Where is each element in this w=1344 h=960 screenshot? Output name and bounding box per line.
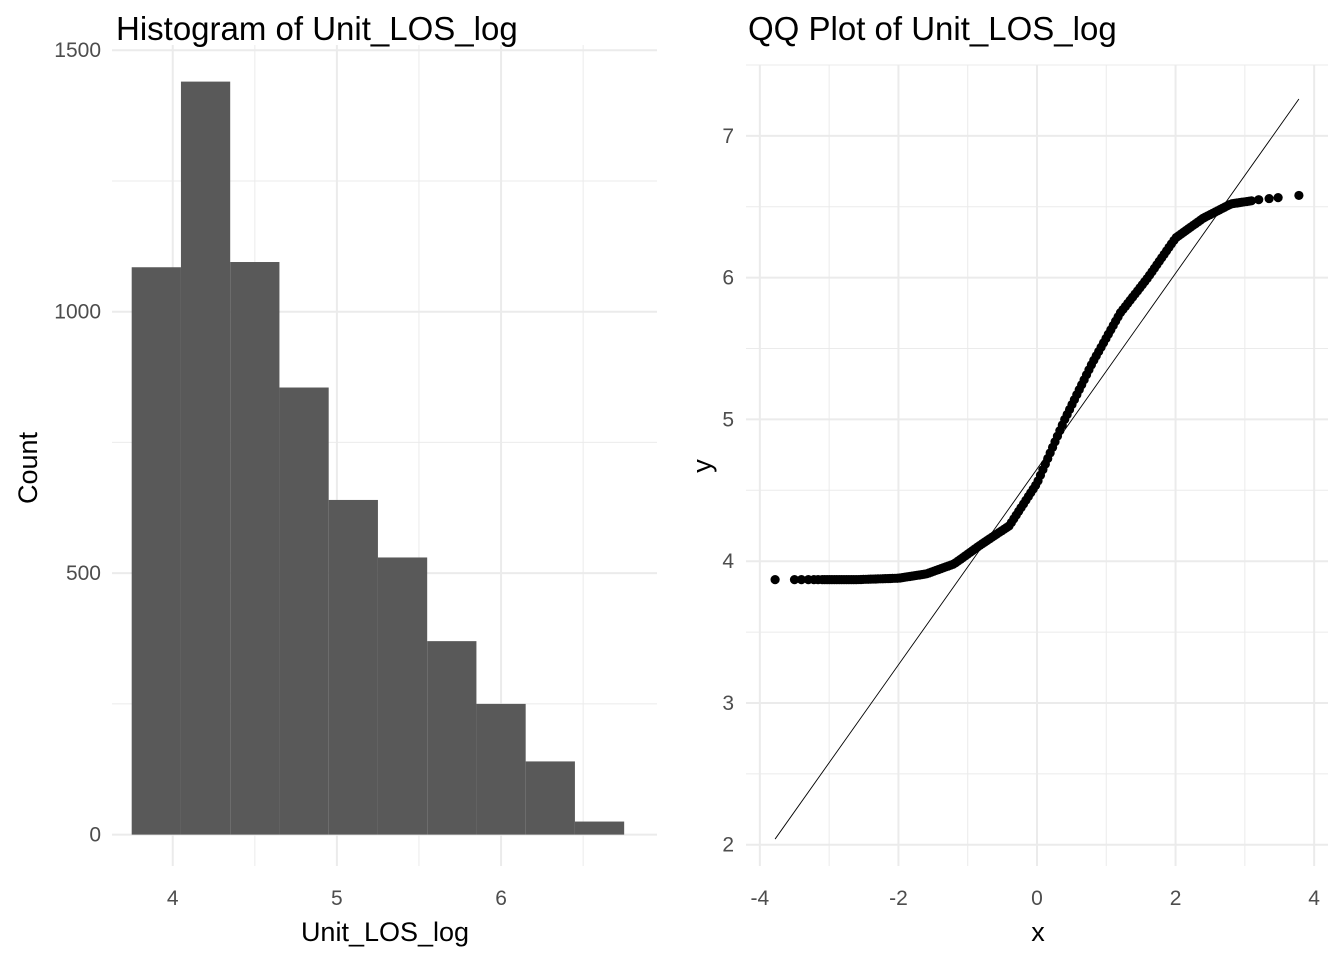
y-tick-label: 500 — [66, 562, 101, 585]
qq-point — [1254, 195, 1264, 205]
qq-point — [1294, 190, 1304, 201]
y-tick-label: 5 — [722, 408, 734, 431]
histogram-y-tick-labels: 0 500 1000 1500 — [54, 39, 101, 846]
qq-gridlines — [746, 64, 1328, 866]
x-tick-label: -2 — [889, 887, 908, 910]
histogram-panel: 0 500 1000 1500 4 5 6 Unit_LOS_log Count Hist… — [13, 10, 657, 947]
qq-point — [1273, 193, 1283, 203]
histogram-title: Histogram of Unit_LOS_log — [116, 10, 518, 47]
x-tick-label: 0 — [1031, 887, 1043, 910]
qq-point — [770, 575, 780, 585]
qq-point — [789, 575, 800, 585]
qq-x-tick-labels: -4 -2 0 2 4 — [751, 887, 1321, 910]
histogram-x-axis-title: Unit_LOS_log — [301, 917, 469, 947]
qq-x-axis-title: x — [1031, 917, 1045, 947]
x-tick-label: -4 — [751, 887, 770, 910]
histogram-bar — [180, 81, 231, 835]
y-tick-label: 1000 — [54, 301, 101, 324]
y-tick-label: 1500 — [54, 39, 101, 62]
histogram-bar — [328, 499, 378, 835]
qq-points — [770, 190, 1304, 585]
histogram-x-tick-labels: 4 5 6 — [167, 887, 507, 910]
histogram-bar — [574, 821, 625, 835]
qq-y-tick-labels: 2 3 4 5 6 7 — [722, 125, 734, 857]
x-tick-label: 5 — [331, 887, 343, 910]
histogram-y-axis-title: Count — [13, 431, 43, 504]
y-tick-label: 0 — [89, 824, 101, 847]
qq-plot: 2 3 4 5 6 7 -4 -2 0 2 4 x y — [687, 64, 1328, 947]
qq-y-axis-title: y — [687, 459, 717, 473]
qq-point — [1246, 196, 1257, 206]
histogram-bars — [131, 81, 625, 835]
histogram-bar — [377, 557, 428, 835]
qq-title: QQ Plot of Unit_LOS_log — [748, 10, 1117, 47]
histogram-bar — [230, 262, 280, 835]
histogram-bar — [279, 387, 329, 835]
histogram-bar — [131, 267, 181, 835]
histogram-bar — [525, 761, 575, 835]
qq-reference-line — [774, 98, 1300, 840]
y-tick-label: 4 — [722, 550, 734, 573]
x-tick-label: 4 — [167, 887, 179, 910]
qq-plot-panel: 2 3 4 5 6 7 -4 -2 0 2 4 x y QQ Plot of Unit_LOS_l… — [672, 0, 1344, 960]
y-tick-label: 6 — [722, 267, 734, 290]
x-tick-label: 2 — [1170, 887, 1182, 910]
x-tick-label: 6 — [495, 887, 507, 910]
qq-point — [1264, 193, 1274, 204]
histogram-bar — [427, 641, 477, 835]
y-tick-label: 3 — [722, 692, 734, 715]
x-tick-label: 4 — [1308, 887, 1320, 910]
y-tick-label: 2 — [722, 834, 734, 857]
histogram-bar — [476, 703, 526, 835]
qq-point — [796, 575, 807, 585]
histogram-plot: 0 500 1000 1500 4 5 6 Unit_LOS_log Count — [13, 39, 657, 947]
y-tick-label: 7 — [722, 125, 734, 148]
